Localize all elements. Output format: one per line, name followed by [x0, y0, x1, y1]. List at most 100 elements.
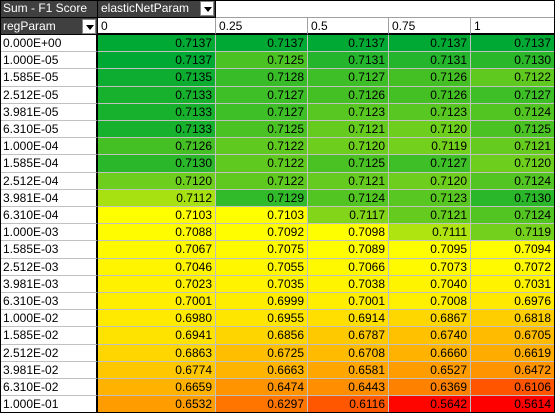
data-cell: 0.7125 [216, 52, 308, 69]
data-cell: 0.6527 [389, 362, 471, 379]
data-cell: 0.6999 [216, 293, 308, 310]
data-cell: 0.7129 [216, 190, 308, 207]
data-cell-label: 0.7137 [514, 36, 551, 50]
row-header-label: 1.585E-03 [3, 242, 59, 256]
row-header: 1.585E-04 [0, 155, 98, 173]
data-cell-label: 0.7122 [267, 139, 304, 153]
data-cell: 0.6660 [389, 345, 471, 362]
data-cell: 0.7128 [216, 69, 308, 87]
row-header: 6.310E-05 [0, 121, 98, 138]
data-cell: 0.7120 [471, 155, 555, 173]
data-cell-label: 0.6474 [267, 380, 304, 394]
data-cell-label: 0.7075 [267, 242, 304, 256]
data-cell: 0.6941 [98, 327, 216, 345]
row-header-label: 1.585E-05 [3, 70, 59, 84]
row-field-button[interactable]: regParam [0, 18, 98, 35]
row-header-label: 1.000E-04 [3, 139, 59, 153]
data-cell: 0.7055 [216, 259, 308, 276]
data-cell-label: 0.6532 [175, 397, 212, 411]
row-header-label: 6.310E-02 [3, 380, 59, 394]
data-cell-label: 0.7133 [175, 105, 212, 119]
row-field-button-label: regParam [3, 19, 56, 33]
row-header-label: 3.981E-03 [3, 277, 59, 291]
data-cell: 0.6297 [216, 396, 308, 413]
data-cell: 0.7127 [216, 104, 308, 121]
data-cell-label: 0.7008 [430, 294, 467, 308]
data-cell: 0.7137 [308, 35, 389, 52]
data-cell-label: 0.7137 [430, 36, 467, 50]
row-header-label: 1.000E-03 [3, 225, 59, 239]
data-cell: 0.7127 [216, 87, 308, 104]
data-cell: 0.7095 [389, 241, 471, 259]
row-header: 3.981E-04 [0, 190, 98, 207]
data-cell: 0.7127 [471, 87, 555, 104]
data-cell: 0.7001 [308, 293, 389, 310]
data-cell: 0.6955 [216, 310, 308, 327]
data-cell-label: 0.7123 [348, 105, 385, 119]
data-cell: 0.7126 [98, 138, 216, 155]
data-cell-label: 0.7031 [514, 277, 551, 291]
data-cell-label: 0.7038 [348, 277, 385, 291]
data-cell: 0.7103 [216, 207, 308, 224]
data-cell: 0.7127 [389, 155, 471, 173]
column-field-button[interactable]: elasticNetParam [98, 0, 216, 18]
data-cell-label: 0.7125 [267, 122, 304, 136]
data-cell: 0.7121 [308, 173, 389, 190]
data-cell-label: 0.6787 [348, 328, 385, 342]
data-cell: 0.6443 [308, 379, 389, 396]
data-cell: 0.6863 [98, 345, 216, 362]
row-header: 1.585E-03 [0, 241, 98, 259]
row-header: 2.512E-02 [0, 345, 98, 362]
data-cell: 0.6740 [389, 327, 471, 345]
data-cell: 0.7112 [98, 190, 216, 207]
column-header: 0 [98, 18, 216, 35]
data-cell-label: 0.7117 [349, 208, 385, 222]
data-cell: 0.7072 [471, 259, 555, 276]
data-cell-label: 0.7089 [348, 242, 385, 256]
data-cell-label: 0.7111 [432, 225, 467, 239]
data-cell-label: 0.7130 [514, 53, 551, 67]
data-cell: 0.7066 [308, 259, 389, 276]
row-header: 2.512E-05 [0, 87, 98, 104]
data-cell-label: 0.6472 [514, 363, 551, 377]
data-cell: 0.7135 [98, 69, 216, 87]
data-cell: 0.7127 [308, 69, 389, 87]
row-header-label: 3.981E-04 [3, 191, 59, 205]
row-header-label: 1.000E-01 [3, 397, 59, 411]
data-cell-label: 0.7001 [348, 294, 385, 308]
row-header-label: 1.585E-02 [3, 328, 59, 342]
data-cell: 0.6976 [471, 293, 555, 310]
row-header: 1.000E-05 [0, 52, 98, 69]
data-cell-label: 0.7095 [430, 242, 467, 256]
row-header: 1.000E-01 [0, 396, 98, 413]
row-header: 6.310E-03 [0, 293, 98, 310]
data-cell-label: 0.7124 [514, 105, 551, 119]
data-cell-label: 0.6106 [514, 380, 551, 394]
data-cell: 0.7124 [308, 190, 389, 207]
data-cell: 0.6705 [471, 327, 555, 345]
data-cell-label: 0.7103 [267, 208, 304, 222]
data-cell-label: 0.7125 [267, 53, 304, 67]
data-cell: 0.7046 [98, 259, 216, 276]
data-cell: 0.7120 [389, 121, 471, 138]
data-cell-label: 0.7127 [430, 156, 467, 170]
row-field-dropdown-icon[interactable] [82, 19, 96, 34]
data-cell: 0.7122 [216, 138, 308, 155]
row-header: 1.000E-02 [0, 310, 98, 327]
data-cell-label: 0.7121 [514, 139, 551, 153]
row-header: 2.512E-03 [0, 259, 98, 276]
data-cell-label: 0.7121 [430, 208, 467, 222]
row-header-label: 6.310E-04 [3, 208, 59, 222]
data-cell: 0.7023 [98, 276, 216, 293]
data-cell: 0.7040 [389, 276, 471, 293]
data-cell-label: 0.7023 [175, 277, 212, 291]
data-cell-label: 0.7137 [175, 53, 212, 67]
data-cell-label: 0.7112 [176, 191, 212, 205]
data-cell-label: 0.6619 [514, 346, 551, 360]
column-field-dropdown-icon[interactable] [200, 1, 214, 16]
row-header: 1.000E-04 [0, 138, 98, 155]
data-cell: 0.7098 [308, 224, 389, 241]
data-cell-label: 0.6705 [514, 328, 551, 342]
data-cell-label: 0.7121 [348, 174, 385, 188]
column-header: 1 [471, 18, 555, 35]
